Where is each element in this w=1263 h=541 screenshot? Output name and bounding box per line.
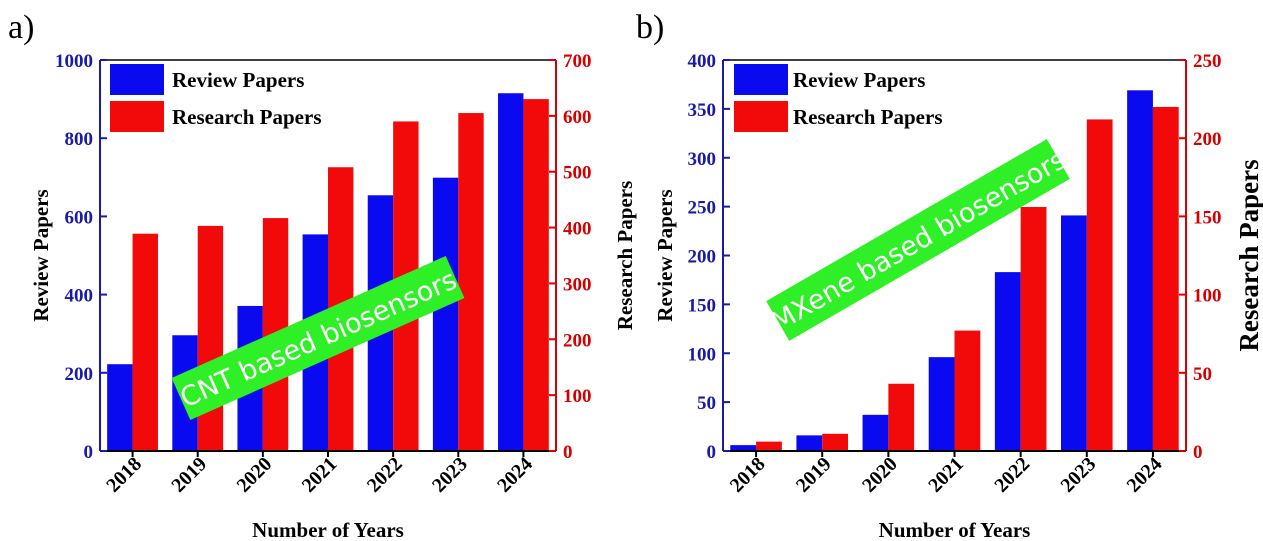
left-tick-label: 1000: [55, 51, 93, 72]
research-bar-2023: [458, 113, 484, 452]
left-tick-label: 200: [688, 247, 717, 268]
y-axis-title-left: Review Papers: [653, 189, 677, 321]
x-axis-title: Number of Years: [879, 518, 1031, 541]
left-tick-label: 400: [65, 286, 94, 307]
right-tick-label: 50: [1193, 364, 1212, 385]
x-tick-label: 2022: [990, 453, 1034, 497]
x-axis-title: Number of Years: [252, 518, 404, 541]
review-bar-2021: [928, 357, 955, 451]
legend-label-review: Review Papers: [172, 68, 304, 92]
legend-swatch-research: [734, 101, 788, 132]
annotation-background: [171, 255, 465, 421]
research-bar-2020: [888, 383, 915, 451]
left-tick-label: 800: [65, 129, 94, 150]
research-bar-2018: [756, 441, 782, 451]
right-tick-label: 100: [563, 386, 592, 407]
review-bar-2018: [730, 445, 757, 451]
legend-swatch-review: [734, 64, 788, 95]
legend-swatch-research: [110, 101, 164, 132]
right-tick-label: 700: [563, 51, 592, 72]
review-bar-2024: [1127, 90, 1153, 452]
left-tick-label: 300: [688, 149, 717, 170]
research-bar-2018: [132, 233, 158, 451]
right-tick-label: 400: [563, 219, 592, 240]
review-bar-2023: [432, 177, 459, 452]
y-axis-title-right: Research Papers: [613, 181, 637, 331]
review-bar-2020: [862, 414, 889, 451]
research-bar-2024: [1152, 106, 1179, 452]
review-bar-2022: [994, 272, 1021, 451]
review-bar-2023: [1060, 215, 1087, 451]
x-tick-label: 2022: [363, 453, 407, 497]
x-tick-label: 2021: [924, 453, 968, 497]
research-bar-2022: [1020, 207, 1047, 451]
right-tick-label: 150: [1193, 207, 1222, 228]
right-tick-label: 250: [1193, 51, 1222, 72]
legend-label-research: Research Papers: [172, 105, 322, 129]
research-bar-2024: [523, 99, 549, 451]
right-tick-label: 200: [1193, 129, 1222, 150]
x-tick-label: 2018: [102, 453, 146, 497]
legend-label-review: Review Papers: [793, 68, 925, 92]
legend-label-research: Research Papers: [793, 105, 943, 129]
left-tick-label: 350: [688, 100, 717, 121]
research-bar-2021: [954, 330, 981, 451]
left-tick-label: 400: [688, 51, 717, 72]
x-tick-label: 2020: [233, 453, 277, 497]
legend-swatch-review: [110, 64, 164, 95]
panel-letter: b): [636, 9, 664, 46]
review-bar-2019: [796, 435, 823, 451]
x-tick-label: 2020: [858, 453, 902, 497]
x-tick-label: 2023: [428, 453, 472, 497]
left-tick-label: 50: [697, 393, 716, 414]
left-tick-label: 100: [688, 344, 717, 365]
x-tick-label: 2019: [792, 453, 836, 497]
right-tick-label: 0: [1193, 442, 1203, 463]
y-axis-title-right: Research Papers: [1234, 159, 1263, 351]
research-bar-2023: [1086, 119, 1113, 451]
left-tick-label: 0: [84, 442, 94, 463]
left-tick-label: 250: [688, 198, 717, 219]
left-tick-label: 600: [65, 207, 94, 228]
right-tick-label: 500: [563, 163, 592, 184]
x-tick-label: 2019: [167, 453, 211, 497]
right-tick-label: 600: [563, 107, 592, 128]
left-tick-label: 200: [65, 364, 94, 385]
x-tick-label: 2018: [726, 453, 770, 497]
review-bar-2024: [498, 93, 524, 452]
y-axis-title-left: Review Papers: [29, 189, 53, 321]
annotation-background: [766, 139, 1070, 341]
review-bar-2018: [107, 364, 133, 451]
x-tick-label: 2024: [1123, 453, 1167, 497]
research-bar-2019: [822, 433, 849, 451]
panel-letter: a): [8, 9, 34, 46]
x-tick-label: 2021: [298, 453, 342, 497]
x-tick-label: 2024: [493, 453, 537, 497]
x-tick-label: 2023: [1056, 453, 1100, 497]
research-bar-2019: [197, 225, 224, 451]
left-tick-label: 0: [707, 442, 717, 463]
right-tick-label: 200: [563, 330, 592, 351]
left-tick-label: 150: [688, 295, 717, 316]
right-tick-label: 300: [563, 274, 592, 295]
right-tick-label: 100: [1193, 286, 1222, 307]
right-tick-label: 0: [563, 442, 573, 463]
